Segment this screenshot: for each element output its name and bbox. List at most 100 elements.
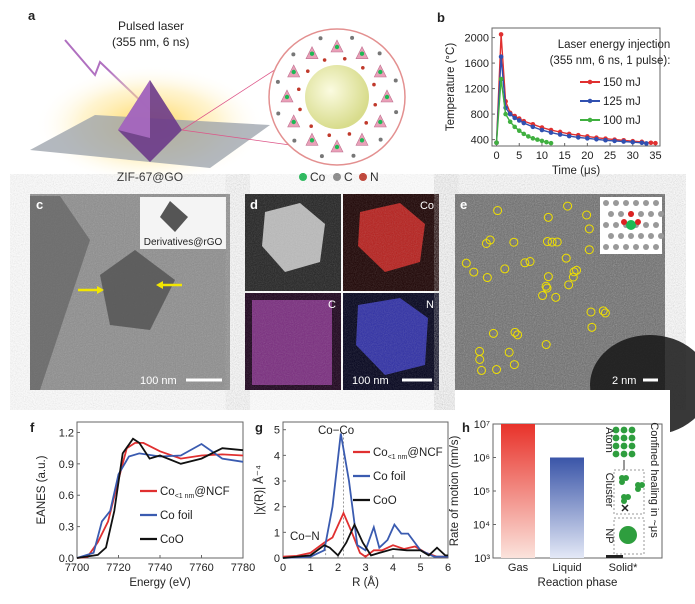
single-atom-marker [485, 235, 495, 245]
map-label: C [328, 299, 336, 311]
n-atom [361, 65, 365, 70]
c-atom [648, 233, 654, 239]
data-point [498, 54, 504, 60]
legend-name: Co [373, 447, 388, 459]
panel-label: f [30, 420, 35, 435]
legend-entry: Co<1 nm@NCF [373, 447, 443, 461]
c-atom [623, 244, 629, 250]
y-tick-label: 2 [274, 502, 280, 514]
derivative-particle [100, 250, 175, 330]
series-line-2 [282, 522, 448, 559]
panel-label: d [250, 197, 258, 212]
co-atom [359, 51, 365, 56]
c-atom [275, 79, 280, 84]
chart-subtitle: (355 nm, 6 ns, 1 pulse): [550, 55, 671, 67]
c-atom [291, 52, 296, 57]
legend-subscript: <1 nm [175, 493, 195, 500]
data-point [516, 118, 522, 123]
c-atom [638, 233, 644, 239]
data-point [539, 127, 545, 133]
single-atom-marker [500, 264, 510, 274]
category-label: Liquid [552, 562, 581, 574]
panel-h: h 10³ 10⁴ 10⁵ 10⁶ 10⁷ Reaction phase Rate of m… [449, 419, 663, 589]
atom-icon [628, 442, 636, 450]
single-atom-marker [598, 306, 608, 316]
inset [140, 197, 226, 249]
panel-label: c [36, 197, 43, 212]
single-atom-marker [584, 224, 594, 234]
y-axis-label: Rate of motion (nm/s) [449, 436, 461, 547]
single-atom-marker [509, 237, 519, 247]
annotation-co-co: Co−Co [318, 425, 354, 437]
series-line-0 [495, 34, 656, 144]
y-tick-label: 400 [471, 135, 489, 147]
legend-name: CoO [373, 495, 397, 507]
panel-label: b [437, 10, 445, 25]
single-atom-marker [482, 273, 492, 283]
n-atom [298, 107, 302, 112]
legend-entry: Co<1 nm@NCF [160, 486, 230, 500]
data-point [507, 111, 513, 117]
svg-text:Co: Co [310, 170, 326, 184]
y-tick-label: 10⁵ [473, 486, 490, 498]
data-point [494, 140, 499, 146]
data-point [630, 139, 636, 145]
legend-name: Co foil [373, 471, 406, 483]
bar-gas [501, 424, 535, 558]
data-point [621, 139, 626, 144]
c-atom [653, 244, 659, 250]
data-point [512, 115, 518, 121]
panel-label: a [28, 8, 36, 23]
co-atom [284, 94, 290, 100]
data-point [639, 140, 645, 146]
data-point [594, 137, 599, 142]
x-tick-label: 0 [280, 562, 286, 574]
y-tick-label: 1600 [465, 58, 489, 70]
y-tick-label: 0.9 [59, 459, 74, 471]
data-point [566, 133, 572, 139]
schematic-label: NP [603, 528, 615, 543]
x-tick-label: 0 [493, 150, 499, 162]
cluster-icon [625, 494, 631, 500]
data-point [544, 139, 549, 145]
scale-bar-label: 2 nm [612, 375, 636, 387]
blocked-icon: ✕ [620, 503, 629, 515]
legend-entry: Co foil [160, 510, 193, 522]
np-box [613, 517, 645, 555]
panel-label: e [460, 197, 467, 212]
sample-label: ZIF-67@GO [117, 170, 183, 184]
co-atom [334, 144, 340, 150]
x-tick-label: 7720 [106, 562, 130, 574]
panel-g: g 0 1 2 3 4 5 6 0 1 2 3 4 5 R (Å) |χ(R)| Å⁻⁴ Co<1 nm@NC… [253, 420, 451, 589]
single-atom-marker [584, 245, 594, 255]
n-atom [364, 121, 369, 125]
series-line-1 [76, 442, 244, 559]
bar-solid [606, 555, 623, 558]
single-atom-marker [587, 322, 597, 332]
n-atom [327, 133, 332, 138]
co-atom [291, 119, 296, 125]
atom-icon [628, 434, 636, 442]
y-tick-label: 10⁷ [474, 419, 490, 431]
inset-label: Derivatives@rGO [144, 237, 223, 248]
y-tick-label: 5 [274, 425, 280, 437]
single-atom-marker [475, 354, 485, 364]
x-tick-label: 35 [649, 150, 661, 162]
c-atom [378, 137, 383, 142]
chart-title: Laser energy injection [558, 39, 671, 51]
single-atom-marker [543, 272, 553, 282]
legend-suffix: @NCF [194, 486, 229, 498]
y-tick-label: 800 [471, 109, 489, 121]
data-point [530, 136, 536, 141]
single-atom-marker [492, 365, 502, 375]
single-atom-marker [461, 258, 471, 268]
single-atom-marker [547, 237, 557, 247]
category-label: Gas [508, 562, 529, 574]
x-tick-label: 7700 [65, 562, 89, 574]
panel-f: f 7700 7720 7740 7760 7780 0.0 0.3 0.6 0.9 1.2 Ene… [30, 420, 255, 589]
healing-schematic: ✕ Atom Cluster NP Confined healing in ~μs [603, 422, 660, 555]
y-tick-label: 10³ [474, 553, 490, 565]
data-point [530, 124, 536, 130]
data-point [507, 119, 513, 125]
